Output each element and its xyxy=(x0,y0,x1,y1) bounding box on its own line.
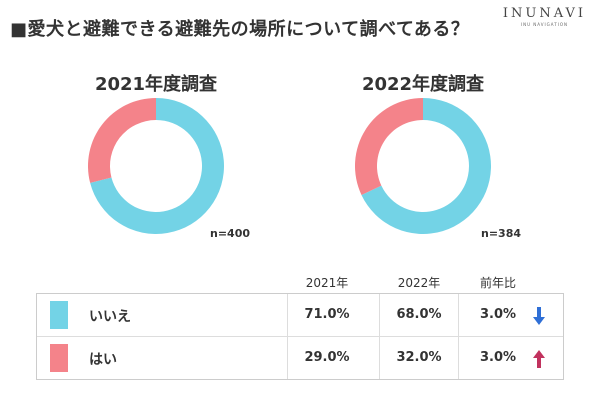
cell-no-yoy: 3.0% xyxy=(479,307,517,322)
inunavi-logo: INUNAVI INU NAVIGATION xyxy=(503,6,586,27)
column-header-yoy: 前年比 xyxy=(479,276,516,290)
table-row-no: いいえ 71.0% 68.0% 3.0% xyxy=(37,294,563,336)
legend-swatch-yes xyxy=(50,344,68,372)
chart-title-2022: 2022年度調査 xyxy=(361,74,485,95)
chart-title-2021: 2021年度調査 xyxy=(94,74,218,95)
legend-swatch-no xyxy=(50,301,68,329)
donut-chart-2021 xyxy=(88,98,224,234)
down-arrow-icon xyxy=(533,307,545,325)
up-arrow-icon xyxy=(533,350,545,368)
slice-no xyxy=(90,98,224,234)
slice-yes xyxy=(355,98,423,195)
slice-no xyxy=(361,98,491,234)
sample-size-2022: n=384 xyxy=(481,227,522,240)
slice-yes xyxy=(88,98,156,183)
cell-no-2021: 71.0% xyxy=(304,307,350,322)
donut-chart-2022 xyxy=(355,98,491,234)
column-header-2022: 2022年 xyxy=(397,276,441,290)
row-label-no: いいえ xyxy=(89,309,131,325)
logo-sub-text: INU NAVIGATION xyxy=(520,22,568,27)
comparison-table: いいえ 71.0% 68.0% 3.0% はい 29.0% 32.0% 3.0% xyxy=(36,293,564,380)
page-title: ■愛犬と避難できる避難先の場所について調べてある？ xyxy=(10,19,470,40)
cell-no-2022: 68.0% xyxy=(396,307,442,322)
logo-main-text: INUNAVI xyxy=(502,6,586,21)
sample-size-2021: n=400 xyxy=(210,227,251,240)
row-label-yes: はい xyxy=(89,352,117,368)
cell-yes-yoy: 3.0% xyxy=(479,350,517,365)
table-row-yes: はい 29.0% 32.0% 3.0% xyxy=(37,336,563,378)
cell-yes-2021: 29.0% xyxy=(304,350,350,365)
cell-yes-2022: 32.0% xyxy=(396,350,442,365)
column-header-2021: 2021年 xyxy=(305,276,349,290)
